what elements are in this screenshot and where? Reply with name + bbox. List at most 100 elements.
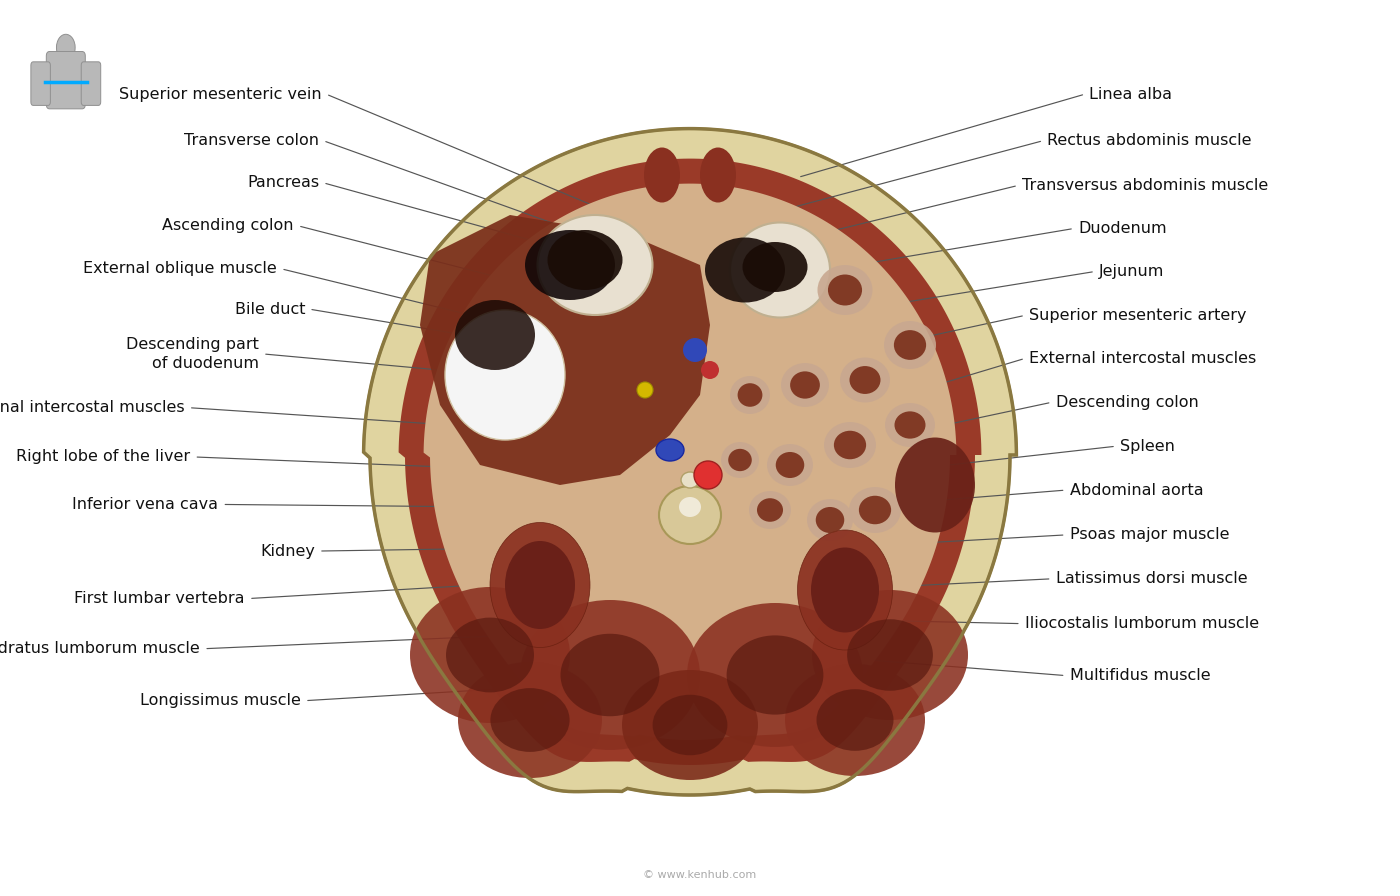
Ellipse shape bbox=[850, 366, 881, 394]
Text: Descending colon: Descending colon bbox=[1056, 395, 1198, 409]
Ellipse shape bbox=[727, 635, 823, 715]
Ellipse shape bbox=[728, 449, 752, 471]
Ellipse shape bbox=[781, 363, 829, 407]
Text: Psoas major muscle: Psoas major muscle bbox=[1070, 528, 1229, 542]
Text: Pancreas: Pancreas bbox=[246, 176, 319, 190]
Ellipse shape bbox=[652, 694, 728, 755]
Ellipse shape bbox=[680, 472, 699, 488]
Polygon shape bbox=[420, 215, 710, 485]
Ellipse shape bbox=[834, 431, 867, 460]
Ellipse shape bbox=[895, 437, 974, 532]
Ellipse shape bbox=[806, 499, 853, 541]
Polygon shape bbox=[424, 184, 956, 740]
Text: © www.kenhub.com: © www.kenhub.com bbox=[644, 870, 756, 880]
Ellipse shape bbox=[560, 633, 659, 716]
Ellipse shape bbox=[840, 358, 890, 402]
Ellipse shape bbox=[883, 321, 937, 369]
Ellipse shape bbox=[519, 600, 700, 750]
Text: Jejunum: Jejunum bbox=[1099, 264, 1165, 279]
Ellipse shape bbox=[525, 230, 615, 300]
Circle shape bbox=[701, 361, 720, 379]
Text: Inferior vena cava: Inferior vena cava bbox=[73, 497, 218, 512]
Ellipse shape bbox=[505, 541, 575, 629]
Circle shape bbox=[56, 34, 76, 61]
Ellipse shape bbox=[847, 619, 932, 691]
Ellipse shape bbox=[490, 522, 589, 648]
Ellipse shape bbox=[785, 664, 925, 776]
Text: Superior mesenteric artery: Superior mesenteric artery bbox=[1029, 308, 1246, 323]
Ellipse shape bbox=[895, 411, 925, 439]
Ellipse shape bbox=[825, 422, 876, 468]
Ellipse shape bbox=[538, 215, 652, 315]
Ellipse shape bbox=[445, 310, 566, 440]
Text: Transversus abdominis muscle: Transversus abdominis muscle bbox=[1022, 178, 1268, 193]
Ellipse shape bbox=[721, 442, 759, 478]
Text: Kidney: Kidney bbox=[260, 544, 315, 558]
Ellipse shape bbox=[490, 688, 570, 752]
Circle shape bbox=[694, 461, 722, 489]
Text: First lumbar vertebra: First lumbar vertebra bbox=[74, 591, 245, 606]
Ellipse shape bbox=[447, 617, 533, 693]
Text: External intercostal muscles: External intercostal muscles bbox=[1029, 351, 1256, 366]
Ellipse shape bbox=[811, 547, 879, 633]
Polygon shape bbox=[399, 159, 981, 765]
Text: Latissimus dorsi muscle: Latissimus dorsi muscle bbox=[1056, 572, 1247, 586]
Ellipse shape bbox=[858, 495, 892, 524]
Text: Rectus abdominis muscle: Rectus abdominis muscle bbox=[1047, 134, 1252, 148]
Ellipse shape bbox=[455, 300, 535, 370]
Text: Descending part
of duodenum: Descending part of duodenum bbox=[126, 337, 259, 371]
Circle shape bbox=[637, 382, 652, 398]
Text: Spleen: Spleen bbox=[1120, 439, 1175, 453]
Ellipse shape bbox=[767, 444, 813, 486]
Ellipse shape bbox=[458, 662, 602, 778]
Text: Abdominal aorta: Abdominal aorta bbox=[1070, 483, 1203, 497]
Ellipse shape bbox=[848, 487, 902, 533]
FancyBboxPatch shape bbox=[81, 62, 101, 106]
Ellipse shape bbox=[410, 587, 570, 723]
Ellipse shape bbox=[547, 230, 623, 290]
FancyBboxPatch shape bbox=[46, 51, 85, 108]
Ellipse shape bbox=[700, 148, 736, 202]
Text: Multifidus muscle: Multifidus muscle bbox=[1070, 668, 1210, 683]
Ellipse shape bbox=[893, 330, 927, 360]
Ellipse shape bbox=[816, 689, 893, 751]
Ellipse shape bbox=[885, 403, 935, 447]
FancyBboxPatch shape bbox=[31, 62, 50, 106]
Ellipse shape bbox=[812, 590, 967, 720]
Text: Bile duct: Bile duct bbox=[235, 302, 305, 316]
Ellipse shape bbox=[729, 376, 770, 414]
Text: Linea alba: Linea alba bbox=[1089, 87, 1172, 101]
Ellipse shape bbox=[679, 497, 701, 517]
Text: KEN: KEN bbox=[1247, 842, 1278, 856]
Ellipse shape bbox=[742, 242, 808, 292]
Ellipse shape bbox=[790, 371, 820, 399]
Text: Quadratus lumborum muscle: Quadratus lumborum muscle bbox=[0, 642, 200, 656]
Ellipse shape bbox=[657, 439, 685, 461]
Ellipse shape bbox=[816, 507, 844, 533]
Text: Iliocostalis lumborum muscle: Iliocostalis lumborum muscle bbox=[1025, 616, 1259, 631]
Ellipse shape bbox=[798, 530, 893, 650]
Ellipse shape bbox=[659, 486, 721, 544]
Ellipse shape bbox=[776, 452, 804, 478]
Text: HUB: HUB bbox=[1246, 861, 1280, 875]
Text: Transverse colon: Transverse colon bbox=[185, 134, 319, 148]
Ellipse shape bbox=[687, 603, 862, 747]
Ellipse shape bbox=[644, 148, 680, 202]
Circle shape bbox=[683, 338, 707, 362]
Ellipse shape bbox=[757, 498, 783, 521]
Ellipse shape bbox=[827, 274, 862, 306]
Ellipse shape bbox=[738, 383, 763, 407]
Text: Internal intercostal muscles: Internal intercostal muscles bbox=[0, 401, 185, 415]
Ellipse shape bbox=[818, 265, 872, 315]
Text: Ascending colon: Ascending colon bbox=[162, 219, 294, 233]
Text: Right lobe of the liver: Right lobe of the liver bbox=[17, 450, 190, 464]
Text: Duodenum: Duodenum bbox=[1078, 221, 1166, 236]
Text: External oblique muscle: External oblique muscle bbox=[84, 262, 277, 276]
Ellipse shape bbox=[729, 222, 830, 317]
Polygon shape bbox=[364, 129, 1016, 795]
Ellipse shape bbox=[706, 237, 785, 303]
Text: Longissimus muscle: Longissimus muscle bbox=[140, 694, 301, 708]
Ellipse shape bbox=[749, 491, 791, 529]
Text: Superior mesenteric vein: Superior mesenteric vein bbox=[119, 87, 322, 101]
Ellipse shape bbox=[622, 670, 757, 780]
